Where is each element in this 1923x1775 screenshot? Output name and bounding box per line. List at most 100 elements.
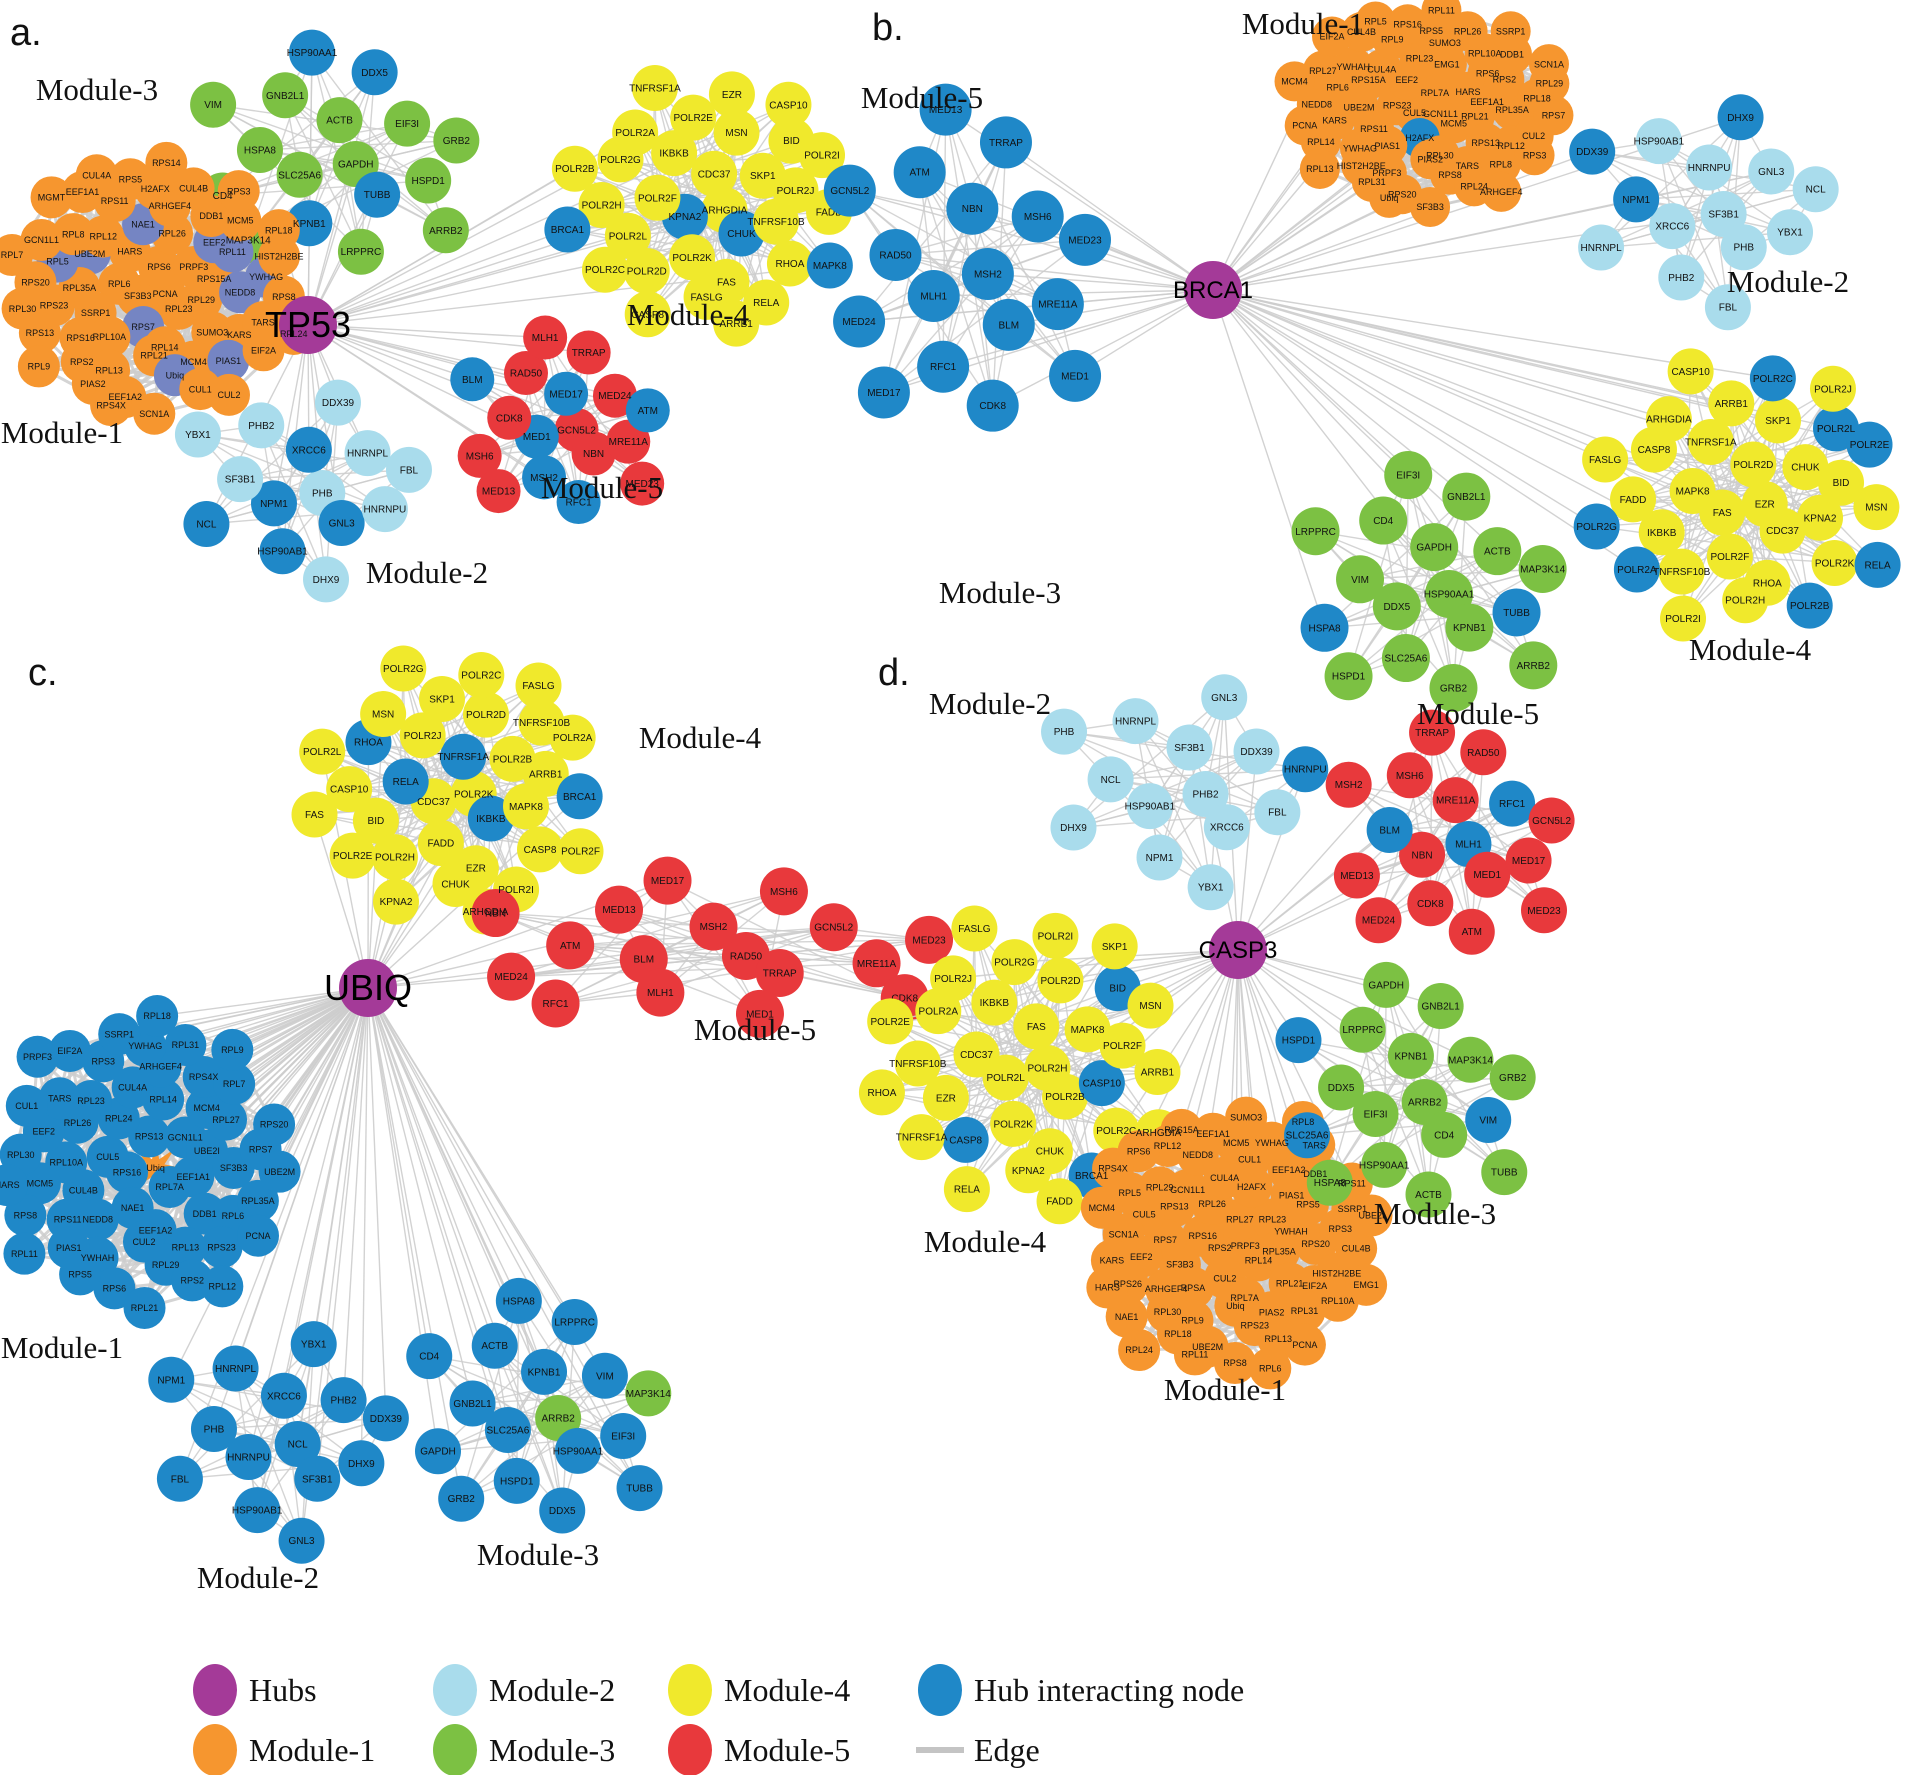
node-label-DDB1: DDB1 xyxy=(1500,49,1524,59)
node-label-MED23: MED23 xyxy=(626,479,660,490)
nodes-layer xyxy=(0,29,853,603)
node-ARHGDIA xyxy=(1645,396,1692,443)
node-label-CUL1: CUL1 xyxy=(15,1101,38,1111)
node-label-POLR2J: POLR2J xyxy=(404,731,442,742)
node-label-RPL12: RPL12 xyxy=(1154,1141,1182,1151)
node-MED23 xyxy=(1058,213,1111,266)
node-label-MED17: MED17 xyxy=(867,388,901,399)
panel-a: GAPDH SLC25A6 ACTB TUBB HSPA8 EIF3I KPNB1 GNB2L… xyxy=(0,12,853,603)
node-DHX9 xyxy=(1717,94,1764,141)
node-label-RPL5: RPL5 xyxy=(1118,1188,1141,1198)
node-MED1 xyxy=(1049,349,1102,402)
node-label-DDX39: DDX39 xyxy=(322,398,355,409)
node-label-RPL18: RPL18 xyxy=(1164,1329,1192,1339)
node-CD4 xyxy=(1359,496,1408,545)
node-label-FBL: FBL xyxy=(400,465,419,476)
node-label-RPL26: RPL26 xyxy=(64,1118,92,1128)
hub-node-BRCA1 xyxy=(1184,261,1242,319)
node-SSRP1 xyxy=(98,1013,141,1056)
node-MED23 xyxy=(905,915,954,964)
node-RPS5 xyxy=(109,158,152,201)
node-label-CDC37: CDC37 xyxy=(698,169,731,180)
node-NPM1 xyxy=(250,480,297,527)
node-label-MRE11A: MRE11A xyxy=(1436,796,1476,807)
node-POLR2L xyxy=(604,212,651,259)
edge xyxy=(212,104,429,182)
node-label-POLR2D: POLR2D xyxy=(627,266,667,277)
node-label-POLR2J: POLR2J xyxy=(777,186,815,197)
legend-label-Module-3: Module-3 xyxy=(489,1732,615,1768)
node-label-CUL4A: CUL4A xyxy=(1210,1173,1239,1183)
edge xyxy=(1591,151,1791,233)
node-label-CDC37: CDC37 xyxy=(1766,526,1799,537)
node-label-CASP10: CASP10 xyxy=(1671,367,1710,378)
node-label-MSN: MSN xyxy=(372,710,394,721)
node-label-EMG1: EMG1 xyxy=(1434,59,1460,69)
node-label-MED23: MED23 xyxy=(1527,906,1561,917)
node-label-TNFRSF10B: TNFRSF10B xyxy=(513,718,571,729)
node-label-NCL: NCL xyxy=(196,520,216,531)
node-XRCC6 xyxy=(1649,203,1696,250)
node-label-MAP3K14: MAP3K14 xyxy=(1448,1055,1493,1066)
node-KPNA2 xyxy=(372,878,419,925)
node-MRE11A xyxy=(1031,278,1084,331)
node-label-MED1: MED1 xyxy=(1061,371,1089,382)
node-label-POLR2E: POLR2E xyxy=(673,113,713,124)
node-BID xyxy=(1818,459,1865,506)
node-label-HIST2H2BE: HIST2H2BE xyxy=(1337,161,1386,171)
node-label-MSH2: MSH2 xyxy=(700,922,728,933)
hub-edge xyxy=(1212,289,1598,528)
node-MSN xyxy=(713,109,760,156)
node-MSH6 xyxy=(1011,190,1064,243)
node-label-HNRNPL: HNRNPL xyxy=(1115,717,1157,728)
node-MCM4 xyxy=(1274,61,1315,102)
node-label-FASLG: FASLG xyxy=(522,681,554,692)
node-label-DDX5: DDX5 xyxy=(1383,602,1410,613)
node-MSH2 xyxy=(522,455,567,500)
edge xyxy=(1383,984,1387,1165)
node-MED13 xyxy=(476,469,521,514)
node-label-SLC25A6: SLC25A6 xyxy=(486,1425,529,1436)
node-label-EEF2: EEF2 xyxy=(1130,1252,1153,1262)
node-POLR2I xyxy=(799,132,846,179)
node-FADD xyxy=(417,819,464,866)
node-label-DDX39: DDX39 xyxy=(1240,747,1273,758)
hub-edge xyxy=(1212,289,1766,505)
node-label-EZR: EZR xyxy=(722,90,742,101)
node-label-TARS: TARS xyxy=(1303,1140,1326,1150)
node-label-GRB2: GRB2 xyxy=(1440,684,1468,695)
node-label-ARRB1: ARRB1 xyxy=(1141,1068,1175,1079)
legend-label-Module-5: Module-5 xyxy=(724,1732,850,1768)
node-label-Ubiq: Ubiq xyxy=(166,370,185,380)
node-HSP90AA1 xyxy=(289,29,336,76)
node-label-MAPK8: MAPK8 xyxy=(509,802,543,813)
node-label-RAD50: RAD50 xyxy=(1467,748,1500,759)
node-SF3B1 xyxy=(217,456,264,503)
node-label-RFC1: RFC1 xyxy=(930,362,957,373)
edge xyxy=(555,926,834,1005)
hub-edge xyxy=(1005,141,1214,291)
node-RPS6 xyxy=(93,1267,136,1310)
hub-edge xyxy=(1212,289,1409,476)
node-label-PCNA: PCNA xyxy=(153,289,178,299)
node-label-KPNA2: KPNA2 xyxy=(668,212,701,223)
node-label-RFC1: RFC1 xyxy=(543,999,570,1010)
node-label-POLR2B: POLR2B xyxy=(555,164,595,175)
node-label-RPL30: RPL30 xyxy=(1154,1307,1182,1317)
node-MED24 xyxy=(833,295,886,348)
node-label-EEF1A1: EEF1A1 xyxy=(1470,97,1504,107)
node-label-POLR2H: POLR2H xyxy=(1725,596,1765,607)
node-label-RPS2: RPS2 xyxy=(1208,1243,1232,1253)
module-label-Module-1: Module-1 xyxy=(1164,1372,1286,1407)
node-NBN xyxy=(946,182,999,235)
node-label-RPS5: RPS5 xyxy=(119,174,143,184)
edge xyxy=(944,109,1076,377)
edge xyxy=(511,962,877,978)
node-CDC37 xyxy=(1759,507,1806,554)
node-label-MSN: MSN xyxy=(1865,503,1887,514)
module-label-Module-2: Module-2 xyxy=(929,686,1051,721)
node-BLM xyxy=(982,298,1035,351)
node-HNRNPL xyxy=(344,430,391,477)
node-label-MED13: MED13 xyxy=(929,105,963,116)
